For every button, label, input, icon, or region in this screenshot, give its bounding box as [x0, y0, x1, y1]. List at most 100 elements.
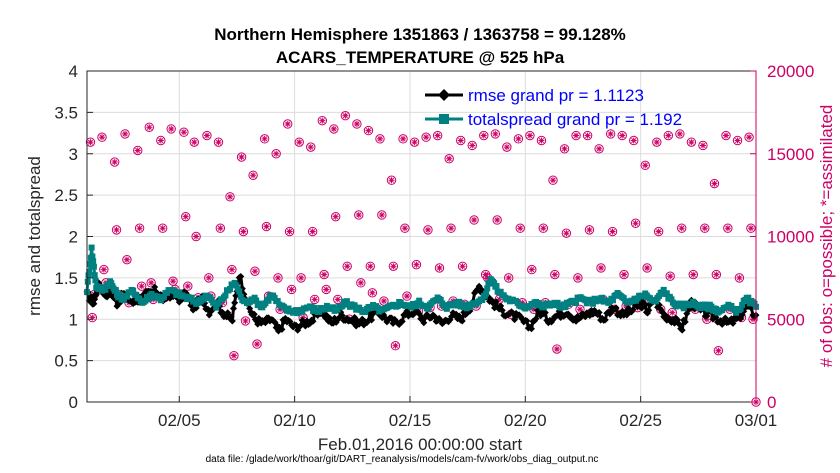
series-point	[316, 308, 323, 315]
obs-marker	[652, 137, 662, 147]
obs-marker	[398, 134, 408, 144]
series-point	[493, 283, 500, 290]
series-point	[620, 295, 627, 302]
series-point	[211, 300, 218, 307]
obs-marker	[354, 210, 364, 220]
series-point	[176, 289, 183, 296]
y-right-tick-label: 15000	[767, 145, 814, 164]
series-point	[573, 300, 580, 307]
obs-marker	[240, 316, 251, 326]
obs-marker	[283, 119, 293, 129]
series-point	[697, 305, 704, 312]
obs-marker	[456, 135, 466, 146]
obs-marker	[723, 223, 733, 233]
obs-marker	[229, 350, 239, 361]
series-point	[656, 292, 663, 299]
obs-marker	[168, 276, 178, 286]
obs-marker	[191, 231, 201, 242]
y-left-tick-label: 0	[69, 393, 78, 412]
obs-marker	[677, 223, 687, 233]
series-point	[222, 292, 229, 299]
series-point	[91, 272, 98, 279]
series-point	[733, 309, 740, 316]
obs-marker	[111, 225, 122, 235]
series-point	[86, 268, 93, 275]
series-point	[479, 296, 486, 303]
obs-marker	[356, 278, 366, 288]
obs-marker	[309, 294, 320, 305]
obs-marker	[227, 264, 237, 275]
obs-marker	[236, 152, 247, 162]
series-lines	[83, 244, 760, 335]
obs-marker	[746, 223, 756, 233]
obs-marker	[688, 269, 698, 280]
x-tick-label: 02/15	[389, 411, 432, 430]
obs-marker	[552, 344, 562, 354]
series-point	[90, 263, 97, 270]
obs-marker	[432, 130, 443, 141]
legend-spread-marker	[439, 114, 449, 124]
x-tick-label: 02/05	[158, 411, 201, 430]
obs-marker	[538, 223, 549, 233]
obs-marker	[286, 284, 297, 295]
x-tick-label: 02/20	[504, 411, 547, 430]
series-point	[532, 315, 540, 323]
series-point	[416, 297, 423, 304]
obs-marker	[225, 192, 235, 202]
obs-marker	[444, 154, 454, 164]
series-point	[703, 312, 711, 320]
y-right-tick-label: 20000	[767, 62, 814, 81]
obs-marker	[467, 140, 477, 151]
obs-marker	[179, 127, 189, 137]
obs-marker	[85, 137, 96, 147]
obs-marker	[446, 223, 456, 233]
obs-marker	[515, 223, 525, 233]
legend-spread-label: totalspread grand pr = 1.192	[468, 110, 682, 129]
series-point	[599, 294, 606, 301]
series-point	[595, 309, 603, 317]
series-point	[713, 306, 720, 313]
x-tick-label: 02/25	[619, 411, 662, 430]
series-point	[663, 290, 670, 297]
obs-marker	[134, 223, 145, 233]
obs-marker	[411, 259, 422, 270]
series-point	[171, 288, 178, 295]
obs-marker	[421, 132, 431, 142]
obs-marker	[525, 130, 535, 141]
obs-marker	[619, 269, 629, 280]
series-point	[653, 298, 660, 305]
series-point	[231, 299, 239, 307]
series-point	[194, 300, 201, 307]
series-point	[265, 297, 272, 304]
obs-marker	[744, 132, 754, 142]
series-point	[678, 326, 686, 334]
series-point	[408, 304, 415, 311]
series-point	[123, 293, 130, 300]
y-right-tick-label: 5000	[767, 310, 805, 329]
series-point	[89, 253, 96, 260]
obs-marker	[584, 225, 595, 235]
series-point	[554, 299, 561, 306]
series-point	[645, 306, 653, 314]
obs-marker	[698, 140, 708, 151]
series-point	[483, 290, 490, 297]
obs-marker	[665, 271, 675, 281]
series-point	[737, 305, 744, 312]
obs-marker	[548, 175, 558, 185]
y-left-tick-label: 2.5	[54, 186, 78, 205]
obs-marker	[157, 223, 168, 233]
obs-marker	[284, 226, 295, 237]
series-point	[92, 277, 99, 284]
obs-marker	[423, 225, 433, 235]
obs-marker	[605, 129, 616, 139]
series-point	[200, 296, 207, 303]
obs-marker	[189, 137, 199, 147]
series-point	[229, 305, 237, 313]
obs-marker	[213, 137, 224, 147]
series-point	[745, 294, 752, 301]
obs-marker	[363, 125, 374, 136]
series-point	[133, 291, 140, 298]
obs-marker	[504, 273, 514, 283]
obs-marker	[686, 137, 697, 147]
series-point	[117, 291, 124, 298]
